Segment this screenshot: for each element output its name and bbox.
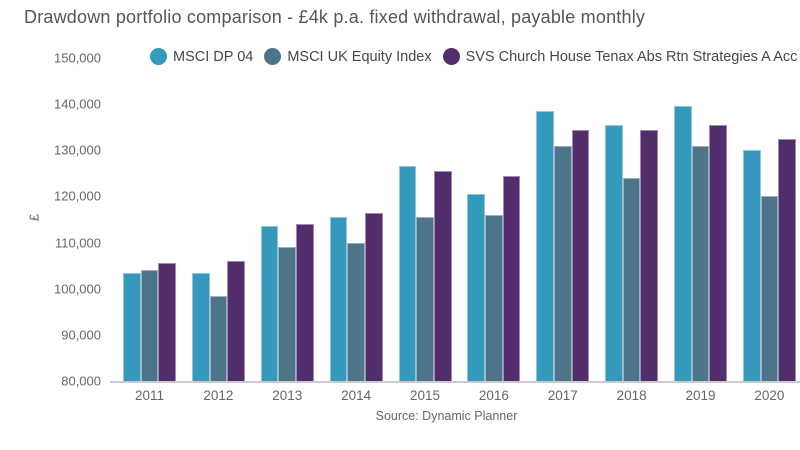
bar: [433, 171, 452, 381]
bar: [191, 272, 210, 381]
x-tick-label: 2015: [409, 388, 441, 403]
x-tick-label: 2019: [685, 388, 716, 403]
bar-group-2012: [191, 58, 245, 381]
legend-label: SVS Church House Tenax Abs Rtn Strategie…: [465, 48, 798, 65]
bar-group-2020: [742, 58, 796, 381]
bar: [709, 124, 728, 381]
bar: [640, 129, 659, 381]
x-tick-label: 2018: [616, 388, 647, 403]
y-tick-label: 120,000: [54, 188, 101, 204]
y-axis-ticks: 150,000 140,000 130,000 120,000 110,000 100,0…: [0, 51, 101, 389]
bar: [502, 175, 521, 381]
bar: [296, 224, 314, 381]
x-tick-label: 2011: [134, 388, 165, 403]
bar: [227, 261, 245, 381]
legend-item[interactable]: MSCI DP 04: [150, 48, 253, 65]
bar-group-2019: [674, 58, 728, 381]
y-tick-label: 140,000: [54, 96, 101, 112]
bar: [278, 247, 297, 381]
bar-group-2016: [467, 58, 521, 381]
chart-title: Drawdown portfolio comparison - £4k p.a.…: [24, 7, 646, 27]
bar: [778, 138, 796, 381]
bar: [605, 124, 623, 381]
bar-group-2013: [260, 58, 314, 381]
bar: [485, 214, 503, 381]
bar: [416, 217, 434, 381]
bar: [553, 145, 572, 381]
x-tick-label: 2016: [478, 388, 509, 403]
bar: [622, 177, 641, 381]
y-tick-label: 100,000: [54, 281, 101, 297]
bar: [329, 217, 348, 381]
legend-swatch-icon: [264, 48, 282, 65]
bar-group-2015: [398, 58, 452, 381]
bar: [260, 226, 279, 381]
bar: [760, 196, 779, 381]
x-axis-labels: 2011 2012 2013 2014 2015 2016 2017 2018 2019 2020: [110, 388, 800, 403]
source-caption: Source: Dynamic Planner: [375, 409, 518, 423]
bar: [536, 111, 554, 381]
legend-swatch-icon: [150, 48, 167, 65]
bar: [347, 242, 365, 381]
x-tick-label: 2012: [203, 388, 234, 403]
bar-group-2011: [123, 58, 177, 381]
y-tick-label: 150,000: [54, 50, 101, 66]
legend-label: MSCI DP 04: [173, 48, 254, 65]
bar: [140, 270, 159, 381]
bar-group-2017: [536, 58, 590, 381]
plot-area: [110, 58, 800, 383]
x-tick-label: 2020: [754, 388, 785, 403]
legend-item[interactable]: SVS Church House Tenax Abs Rtn Strategie…: [442, 48, 798, 65]
bar-group-2014: [329, 58, 383, 381]
y-tick-label: 110,000: [54, 235, 101, 251]
bar: [209, 295, 228, 381]
bar: [571, 129, 590, 381]
bar: [467, 194, 486, 381]
x-tick-label: 2014: [341, 388, 372, 403]
legend-item[interactable]: MSCI UK Equity Index: [264, 48, 432, 65]
bar: [742, 150, 761, 381]
bar: [691, 145, 710, 381]
legend-swatch-icon: [442, 48, 460, 65]
legend: MSCI DP 04 MSCI UK Equity Index SVS Church…: [150, 48, 797, 65]
legend-label: MSCI UK Equity Index: [287, 48, 432, 65]
y-tick-label: 80,000: [61, 373, 101, 389]
x-tick-label: 2017: [547, 388, 578, 403]
bar: [364, 212, 383, 381]
bar: [158, 263, 177, 381]
bar: [674, 106, 692, 381]
bar: [398, 166, 417, 381]
x-tick-label: 2013: [272, 388, 303, 403]
bar-group-2018: [605, 58, 659, 381]
bar: [123, 272, 141, 381]
y-tick-label: 90,000: [61, 327, 101, 343]
y-tick-label: 130,000: [54, 142, 101, 158]
